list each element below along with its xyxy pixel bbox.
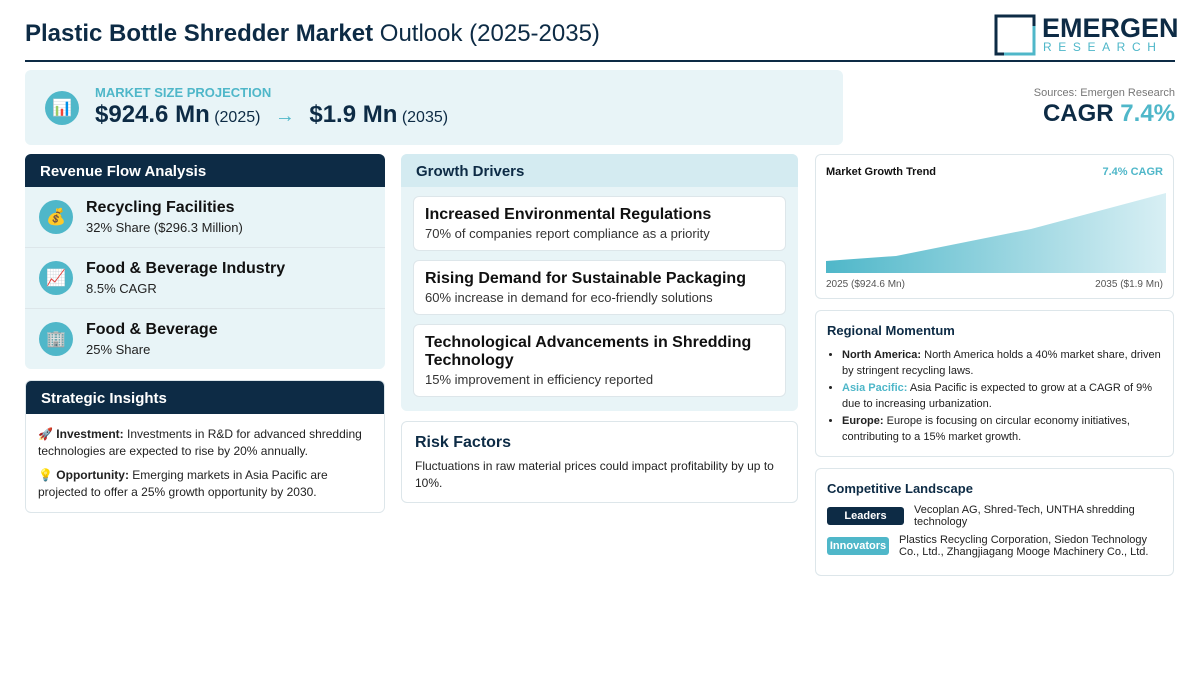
- cagr: CAGR 7.4%: [1043, 100, 1175, 128]
- revenue-item: 📈 Food & Beverage Industry 8.5% CAGR: [25, 248, 385, 309]
- region-name: Europe:: [842, 415, 884, 427]
- item-text: Food & Beverage Industry 8.5% CAGR: [86, 260, 285, 296]
- item-icon: 📈: [39, 261, 73, 295]
- card-header: Strategic Insights: [26, 381, 384, 414]
- competitive-title: Competitive Landscape: [827, 481, 973, 496]
- end-value: $1.9 Mn: [309, 101, 398, 128]
- item-detail: 25% Share: [86, 342, 151, 357]
- revenue-card: Revenue Flow Analysis 💰 Recycling Facilit…: [25, 154, 385, 369]
- start-year: (2025): [214, 109, 261, 126]
- revenue-item: 💰 Recycling Facilities 32% Share ($296.3 M…: [25, 187, 385, 248]
- region-name: North America:: [842, 349, 922, 361]
- item-name: Food & Beverage: [86, 321, 218, 338]
- insight: 💡 Opportunity: Emerging markets in Asia …: [38, 467, 372, 501]
- item-name: Recycling Facilities: [86, 199, 235, 216]
- title-rest: Outlook (2025-2035): [379, 20, 600, 47]
- arrow: →: [274, 105, 295, 127]
- insights-card: Strategic Insights 🚀 Investment: Investm…: [25, 380, 385, 513]
- trend-badge: 7.4% CAGR: [1102, 166, 1163, 178]
- risk-card: Risk Factors Fluctuations in raw materia…: [401, 421, 798, 503]
- cagr-label: CAGR: [1042, 100, 1114, 127]
- start-value: $924.6 Mn: [95, 101, 210, 128]
- region: Asia Pacific: Asia Pacific is expected t…: [842, 380, 1162, 412]
- driver: Technological Advancements in Shredding …: [413, 324, 786, 397]
- item-detail: 32% Share ($296.3 Million): [86, 220, 243, 235]
- revenue-item: 🏢 Food & Beverage 25% Share: [25, 309, 385, 369]
- regional-card: Regional Momentum North America: North A…: [815, 310, 1174, 457]
- end-year: (2035): [401, 109, 449, 126]
- logo-bottom: RESEARCH: [1043, 40, 1163, 54]
- projection-icon: 📊: [45, 91, 79, 125]
- trend-card: Market Growth Trend 7.4% CAGR 2025 ($924…: [815, 154, 1174, 299]
- risk-title: Risk Factors: [415, 434, 512, 451]
- sources: Sources: Emergen Research: [1033, 87, 1175, 99]
- driver: Rising Demand for Sustainable Packaging 6…: [413, 260, 786, 315]
- insight: 🚀 Investment: Investments in R&D for adv…: [38, 426, 372, 460]
- trend-area: [826, 193, 1166, 273]
- driver-text: 70% of companies report compliance as a …: [425, 226, 710, 241]
- trend-start: 2025 ($924.6 Mn): [826, 279, 905, 290]
- region-text: Europe is focusing on circular economy i…: [842, 415, 1130, 443]
- driver-text: 15% improvement in efficiency reported: [425, 372, 654, 387]
- divider: [25, 60, 1175, 62]
- insight-label: Investment:: [56, 427, 124, 441]
- regional-title: Regional Momentum: [827, 323, 955, 338]
- item-icon: 🏢: [39, 322, 73, 356]
- insight-text: Emerging markets in Asia Pacific are pro…: [38, 468, 328, 499]
- projection-box: 📊 MARKET SIZE PROJECTION $924.6 Mn (2025…: [25, 70, 843, 145]
- logo-mark: [994, 14, 1036, 56]
- tag: Leaders: [827, 507, 904, 525]
- risk-text: Fluctuations in raw material prices coul…: [415, 459, 774, 490]
- title-bold: Plastic Bottle Shredder Market: [25, 20, 374, 47]
- driver-title: Rising Demand for Sustainable Packaging: [425, 270, 746, 287]
- item-icon: 💰: [39, 200, 73, 234]
- item-name: Food & Beverage Industry: [86, 260, 286, 277]
- trend-end: 2035 ($1.9 Mn): [1095, 279, 1163, 290]
- item-text: Food & Beverage 25% Share: [86, 321, 218, 357]
- competitor-row: Leaders Vecoplan AG, Shred-Tech, UNTHA sh…: [827, 504, 1162, 528]
- driver-text: 60% increase in demand for eco-friendly …: [425, 290, 713, 305]
- card-header: Growth Drivers: [401, 154, 798, 187]
- item-detail: 8.5% CAGR: [86, 281, 157, 296]
- region-text: North America holds a 40% market share, …: [842, 349, 1161, 377]
- tag: Innovators: [827, 537, 889, 555]
- driver-title: Increased Environmental Regulations: [425, 206, 712, 223]
- insight-icon: 🚀: [38, 427, 53, 441]
- insight-icon: 💡: [38, 468, 53, 482]
- region: Europe: Europe is focusing on circular e…: [842, 413, 1162, 445]
- card-header: Revenue Flow Analysis: [25, 154, 385, 187]
- insight-label: Opportunity:: [56, 468, 129, 482]
- driver-title: Technological Advancements in Shredding …: [425, 334, 752, 369]
- logo-top: EMERGEN: [1042, 13, 1179, 43]
- item-text: Recycling Facilities 32% Share ($296.3 Mi…: [86, 199, 243, 235]
- region-name: Asia Pacific:: [842, 382, 908, 394]
- cagr-value: 7.4%: [1120, 100, 1175, 127]
- competitor-text: Vecoplan AG, Shred-Tech, UNTHA shredding…: [914, 504, 1135, 528]
- trend-title: Market Growth Trend: [826, 166, 937, 178]
- competitor-text: Plastics Recycling Corporation, Siedon T…: [899, 534, 1149, 558]
- title: Plastic Bottle Shredder Market Outlook (…: [25, 20, 600, 48]
- drivers-card: Growth Drivers Increased Environmental R…: [401, 154, 798, 411]
- competitor-row: Innovators Plastics Recycling Corporation…: [827, 534, 1162, 558]
- driver: Increased Environmental Regulations 70% o…: [413, 196, 786, 251]
- region: North America: North America holds a 40%…: [842, 347, 1162, 379]
- insight-text: Investments in R&D for advanced shreddin…: [38, 427, 362, 458]
- projection-values: $924.6 Mn (2025) → $1.9 Mn (2035): [95, 101, 448, 129]
- region-text: Asia Pacific is expected to grow at a CA…: [842, 382, 1152, 410]
- competitive-card: Competitive Landscape Leaders Vecoplan AG…: [815, 468, 1174, 576]
- projection-label: MARKET SIZE PROJECTION: [95, 85, 272, 100]
